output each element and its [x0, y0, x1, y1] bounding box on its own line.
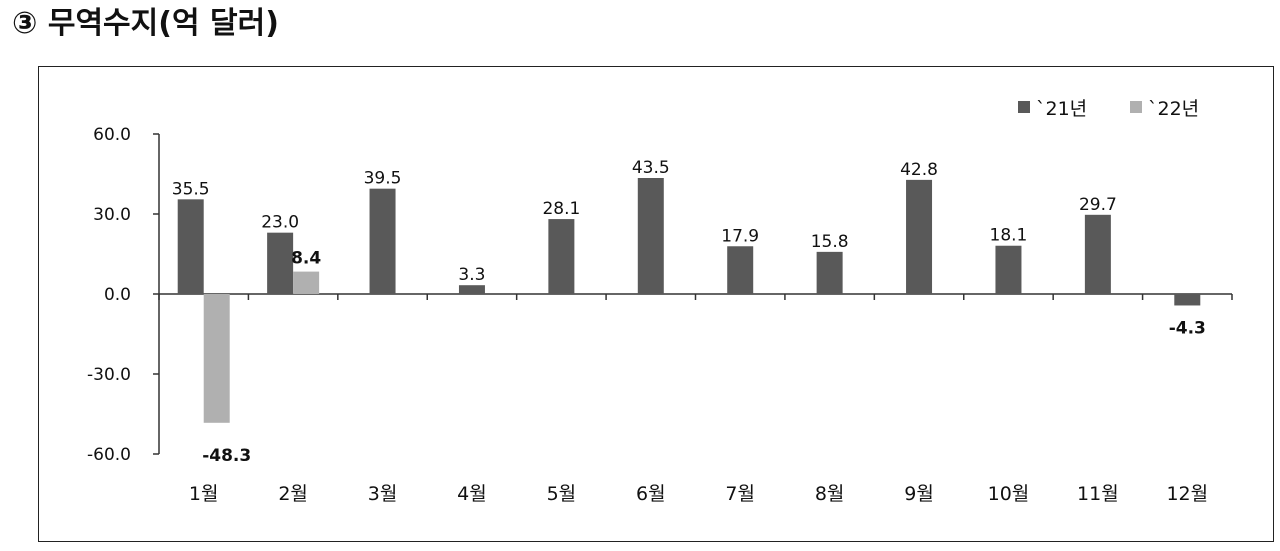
x-tick-label: 5월 [547, 483, 577, 505]
data-label-2021: 42.8 [900, 160, 938, 180]
bar-2021 [727, 246, 754, 294]
data-label-2021: -4.3 [1169, 318, 1206, 338]
data-label-2021: 17.9 [721, 226, 759, 246]
page-title: ③ 무역수지(억 달러) [12, 6, 279, 41]
bar-2021 [906, 179, 933, 294]
y-tick-label: 0.0 [104, 285, 131, 305]
x-tick-label: 7월 [725, 483, 755, 505]
data-label-2021: 29.7 [1079, 195, 1117, 215]
bar-2021 [267, 232, 294, 294]
bar-2021 [1174, 294, 1201, 306]
data-label-2021: 15.8 [811, 232, 849, 252]
data-label-2021: 23.0 [261, 213, 299, 233]
legend-swatch [1130, 101, 1142, 113]
y-tick-label: -30.0 [87, 365, 131, 385]
legend-swatch [1018, 101, 1030, 113]
chart-legend: `21년 `22년 [1018, 98, 1199, 120]
data-label-2021: 35.5 [172, 179, 210, 199]
bar-2021 [1084, 214, 1111, 294]
legend-label: `21년 [1036, 98, 1087, 120]
data-label-2021: 43.5 [632, 158, 670, 178]
x-tick-label: 10월 [988, 483, 1030, 505]
data-label-2021: 18.1 [990, 226, 1028, 246]
chart-bars [177, 178, 1201, 423]
data-label-2022: -48.3 [202, 446, 251, 466]
chart-labels: 1월 2월 3월 4월 5월 6월 7월 8월 9월 10월 11월 12월 35.5 -48.3 23.0… [172, 158, 1208, 505]
x-tick-label: 8월 [815, 483, 845, 505]
x-tick-label: 3월 [368, 483, 398, 505]
x-tick-label: 9월 [904, 483, 934, 505]
legend-label: `22년 [1148, 98, 1199, 120]
chart-axes: 60.0 30.0 0.0 -30.0 -60.0 [87, 125, 1233, 465]
x-tick-label: 1월 [189, 483, 219, 505]
x-tick-label: 4월 [457, 483, 487, 505]
bar-2021 [816, 251, 843, 294]
bar-2021 [637, 178, 664, 294]
data-label-2021: 3.3 [458, 265, 485, 285]
y-tick-label: 60.0 [93, 125, 131, 145]
x-tick-label: 11월 [1077, 483, 1119, 505]
bar-2021 [177, 199, 204, 294]
bar-2022 [293, 271, 320, 294]
bar-2021 [548, 219, 575, 294]
bar-2021 [369, 188, 396, 294]
chart-frame [38, 66, 1274, 542]
bar-2022 [203, 294, 230, 423]
x-tick-label: 6월 [636, 483, 666, 505]
bar-2021 [995, 245, 1022, 294]
data-label-2021: 39.5 [364, 169, 402, 189]
x-tick-label: 12월 [1166, 483, 1208, 505]
data-label-2022: 8.4 [291, 249, 321, 269]
data-label-2021: 28.1 [542, 199, 580, 219]
bar-2021 [458, 285, 485, 294]
x-tick-label: 2월 [278, 483, 308, 505]
y-tick-label: -60.0 [87, 445, 131, 465]
y-tick-label: 30.0 [93, 205, 131, 225]
